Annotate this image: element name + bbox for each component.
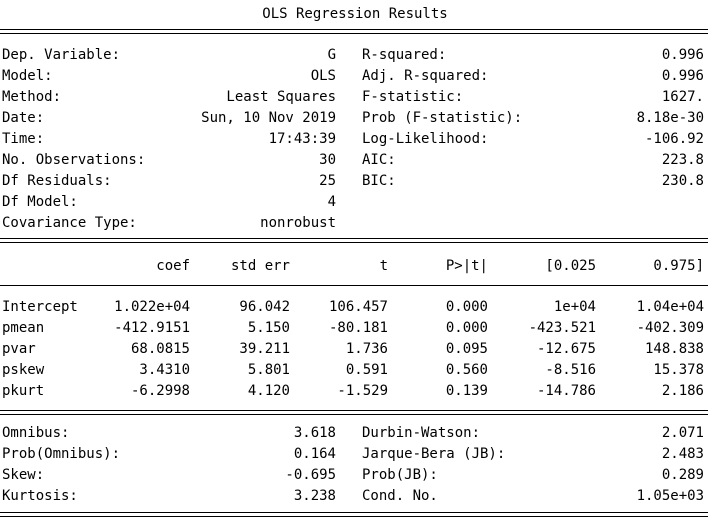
summary-label: Method: bbox=[2, 89, 62, 105]
separator-double bbox=[0, 29, 708, 34]
summary-label: No. Observations: bbox=[2, 152, 146, 168]
summary-value: 3.238 bbox=[293, 488, 336, 504]
table-cell: 0.095 bbox=[445, 341, 488, 357]
table-cell: 68.0815 bbox=[130, 341, 190, 357]
summary-label: Dep. Variable: bbox=[2, 47, 121, 63]
table-cell: 4.120 bbox=[247, 383, 290, 399]
summary-value: 1627. bbox=[661, 89, 704, 105]
summary-value: 2.483 bbox=[661, 446, 704, 462]
table-cell: 148.838 bbox=[644, 341, 704, 357]
summary-label: Covariance Type: bbox=[2, 215, 137, 231]
summary-label: Prob(JB): bbox=[362, 467, 438, 483]
table-cell: 5.150 bbox=[247, 320, 290, 336]
table-cell: -402.309 bbox=[636, 320, 704, 336]
separator-dashed bbox=[0, 285, 708, 286]
summary-value: OLS bbox=[310, 68, 336, 84]
summary-label: Skew: bbox=[2, 467, 45, 483]
table-cell: 15.378 bbox=[653, 362, 704, 378]
table-cell: -14.786 bbox=[536, 383, 596, 399]
summary-label: Prob (F-statistic): bbox=[362, 110, 523, 126]
separator-double bbox=[0, 410, 708, 415]
summary-label: Kurtosis: bbox=[2, 488, 78, 504]
table-cell: 0.000 bbox=[445, 299, 488, 315]
summary-value: 223.8 bbox=[661, 152, 704, 168]
summary-value: G bbox=[327, 47, 336, 63]
summary-value: 25 bbox=[319, 173, 336, 189]
table-cell: 1.04e+04 bbox=[636, 299, 704, 315]
summary-label: Jarque-Bera (JB): bbox=[362, 446, 506, 462]
table-row-name: pskew bbox=[2, 362, 45, 378]
summary-label: AIC: bbox=[362, 152, 396, 168]
summary-value: Sun, 10 Nov 2019 bbox=[201, 110, 336, 126]
summary-label: Df Residuals: bbox=[2, 173, 112, 189]
summary-label: Df Model: bbox=[2, 194, 78, 210]
summary-label: Time: bbox=[2, 131, 45, 147]
column-header: [0.025 bbox=[545, 258, 596, 274]
table-cell: -8.516 bbox=[545, 362, 596, 378]
separator-double bbox=[0, 238, 708, 243]
summary-label: Prob(Omnibus): bbox=[2, 446, 121, 462]
table-row-name: pkurt bbox=[2, 383, 45, 399]
table-cell: 0.560 bbox=[445, 362, 488, 378]
summary-value: Least Squares bbox=[226, 89, 336, 105]
summary-title: OLS Regression Results bbox=[262, 6, 448, 22]
summary-value: 230.8 bbox=[661, 173, 704, 189]
table-cell: 1.736 bbox=[345, 341, 388, 357]
summary-value: 4 bbox=[327, 194, 336, 210]
summary-value: 3.618 bbox=[293, 425, 336, 441]
table-cell: 39.211 bbox=[239, 341, 290, 357]
table-cell: 1e+04 bbox=[553, 299, 596, 315]
separator-double bbox=[0, 512, 708, 517]
table-cell: 106.457 bbox=[328, 299, 388, 315]
summary-value: -106.92 bbox=[644, 131, 704, 147]
summary-value: -0.695 bbox=[285, 467, 336, 483]
table-row-name: Intercept bbox=[2, 299, 78, 315]
table-cell: 2.186 bbox=[661, 383, 704, 399]
summary-value: 0.996 bbox=[661, 68, 704, 84]
summary-label: R-squared: bbox=[362, 47, 447, 63]
column-header: coef bbox=[156, 258, 190, 274]
summary-value: nonrobust bbox=[260, 215, 336, 231]
table-cell: -1.529 bbox=[337, 383, 388, 399]
summary-label: Date: bbox=[2, 110, 45, 126]
summary-value: 17:43:39 bbox=[268, 131, 336, 147]
column-header: std err bbox=[230, 258, 290, 274]
summary-value: 0.289 bbox=[661, 467, 704, 483]
table-cell: -6.2998 bbox=[130, 383, 190, 399]
summary-value: 30 bbox=[319, 152, 336, 168]
column-header: 0.975] bbox=[653, 258, 704, 274]
summary-label: BIC: bbox=[362, 173, 396, 189]
table-cell: 1.022e+04 bbox=[114, 299, 190, 315]
table-cell: 5.801 bbox=[247, 362, 290, 378]
summary-label: Durbin-Watson: bbox=[362, 425, 481, 441]
column-header: t bbox=[379, 258, 388, 274]
summary-label: Omnibus: bbox=[2, 425, 70, 441]
table-cell: -80.181 bbox=[328, 320, 388, 336]
summary-label: Adj. R-squared: bbox=[362, 68, 489, 84]
summary-label: Log-Likelihood: bbox=[362, 131, 489, 147]
column-header: P>|t| bbox=[445, 258, 488, 274]
summary-value: 1.05e+03 bbox=[636, 488, 704, 504]
table-cell: 0.000 bbox=[445, 320, 488, 336]
table-cell: 3.4310 bbox=[139, 362, 190, 378]
table-cell: 96.042 bbox=[239, 299, 290, 315]
table-cell: -412.9151 bbox=[114, 320, 190, 336]
summary-label: F-statistic: bbox=[362, 89, 464, 105]
table-row-name: pvar bbox=[2, 341, 36, 357]
table-cell: 0.139 bbox=[445, 383, 488, 399]
table-row-name: pmean bbox=[2, 320, 45, 336]
summary-value: 0.164 bbox=[293, 446, 336, 462]
table-cell: -12.675 bbox=[536, 341, 596, 357]
summary-value: 8.18e-30 bbox=[636, 110, 704, 126]
summary-label: Model: bbox=[2, 68, 53, 84]
table-cell: 0.591 bbox=[345, 362, 388, 378]
summary-value: 2.071 bbox=[661, 425, 704, 441]
table-cell: -423.521 bbox=[528, 320, 596, 336]
summary-value: 0.996 bbox=[661, 47, 704, 63]
summary-label: Cond. No. bbox=[362, 488, 438, 504]
